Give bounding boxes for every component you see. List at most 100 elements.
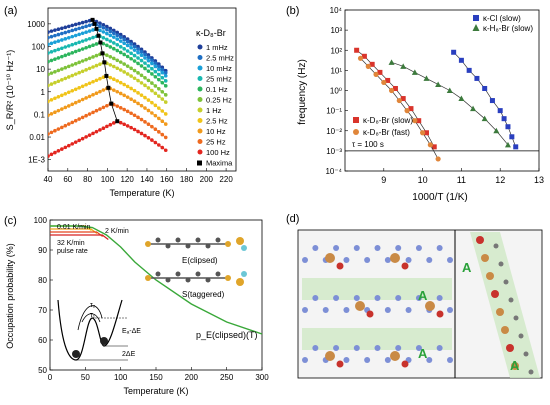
y-tick-label: 100 (34, 216, 48, 225)
data-point (84, 38, 88, 42)
data-point (77, 99, 81, 103)
panel-c-xticks: 0 50 100 150 200 250 300 (48, 367, 269, 382)
occupation-curve (50, 225, 263, 335)
data-point (98, 107, 102, 111)
data-point (139, 58, 144, 63)
plateau-line (50, 234, 109, 240)
data-point (63, 76, 68, 81)
y-tick-label: 10 (36, 65, 45, 74)
data-point (60, 93, 64, 98)
data-point (73, 33, 78, 38)
data-point (73, 100, 78, 105)
data-point (98, 28, 102, 33)
atom-column (481, 254, 489, 262)
molecule-staggered-diagram (145, 271, 247, 286)
data-point (112, 46, 116, 51)
data-point (132, 59, 137, 63)
atom-nitrogen (447, 357, 453, 363)
data-point (143, 76, 147, 80)
atom-nitrogen (343, 307, 350, 313)
data-point (60, 67, 64, 71)
inset-tau1: τ₁ (90, 312, 96, 319)
atom-nitrogen (395, 345, 402, 351)
maxima-point (104, 73, 109, 78)
data-point (49, 34, 54, 39)
legend-marker (197, 139, 203, 144)
data-point (160, 145, 165, 150)
data-point (458, 57, 464, 63)
data-point (53, 96, 57, 101)
data-point (125, 95, 130, 99)
data-point (146, 86, 151, 90)
data-point (373, 71, 379, 77)
data-point (56, 47, 61, 52)
atom-nitrogen (395, 295, 402, 301)
maxima-point (96, 33, 101, 38)
data-point (423, 130, 429, 136)
atom-nitrogen (426, 357, 433, 363)
data-point (73, 140, 78, 144)
data-point (49, 41, 54, 46)
data-point (70, 63, 75, 67)
data-point (77, 48, 81, 53)
inset-barrier: Eₐ-ΔE (122, 328, 141, 335)
well-ball-left (72, 350, 80, 358)
data-point (77, 138, 81, 143)
data-point (122, 70, 126, 74)
data-point (115, 58, 120, 63)
data-point (94, 42, 99, 46)
x-tick-label: 11 (457, 175, 466, 185)
data-point (56, 56, 61, 60)
data-point (60, 26, 64, 31)
data-point (60, 147, 64, 151)
data-point (48, 83, 50, 88)
data-point (146, 58, 151, 63)
data-point (73, 49, 78, 54)
data-point (101, 26, 106, 30)
data-point (80, 39, 85, 43)
atom-copper (390, 351, 400, 361)
atom-nitrogen (374, 345, 381, 351)
y-tick-label: 10³ (330, 26, 342, 35)
atom-nitrogen (302, 307, 308, 313)
x-tick-label: 13 (534, 175, 544, 185)
data-point (87, 94, 92, 99)
data-point (125, 109, 130, 114)
data-point (150, 124, 154, 129)
data-point (80, 59, 85, 63)
data-point (66, 75, 71, 79)
data-point (143, 66, 147, 71)
data-point (136, 47, 140, 51)
data-point (143, 61, 147, 65)
data-point (56, 68, 61, 73)
data-point (115, 79, 120, 83)
data-point (122, 47, 126, 51)
data-point (87, 23, 92, 28)
x-tick-label: 80 (83, 175, 92, 184)
panel-c-curve-label: p_E(clipsed)(T) (196, 330, 258, 340)
panel-c-rate-1: 2 K/min (105, 228, 129, 235)
data-point (91, 35, 95, 40)
atom-column (501, 326, 509, 334)
data-point (146, 122, 151, 126)
data-point (157, 116, 161, 121)
data-point (91, 110, 95, 115)
legend-label: 100 Hz (206, 148, 230, 157)
y-tick-label: 10⁻¹ (326, 107, 342, 116)
data-point (87, 112, 92, 116)
atom-nitrogen (343, 257, 350, 263)
data-point (60, 107, 64, 111)
panel-b-label: (b) (286, 5, 299, 17)
atom-copper (425, 301, 435, 311)
atom-nitrogen (384, 357, 391, 363)
data-point (150, 138, 154, 142)
atom-bromine (401, 262, 409, 270)
data-point (63, 105, 68, 110)
data-point (163, 70, 168, 75)
data-point (146, 55, 151, 60)
double-well-inset: τ₂ τ₁ Eₐ-ΔE 2ΔE (57, 299, 141, 361)
data-point (136, 50, 140, 55)
x-tick-label: 150 (149, 373, 163, 382)
legend-label: κ-D₈-Br (fast) (363, 128, 410, 137)
maxima-point (94, 26, 99, 31)
